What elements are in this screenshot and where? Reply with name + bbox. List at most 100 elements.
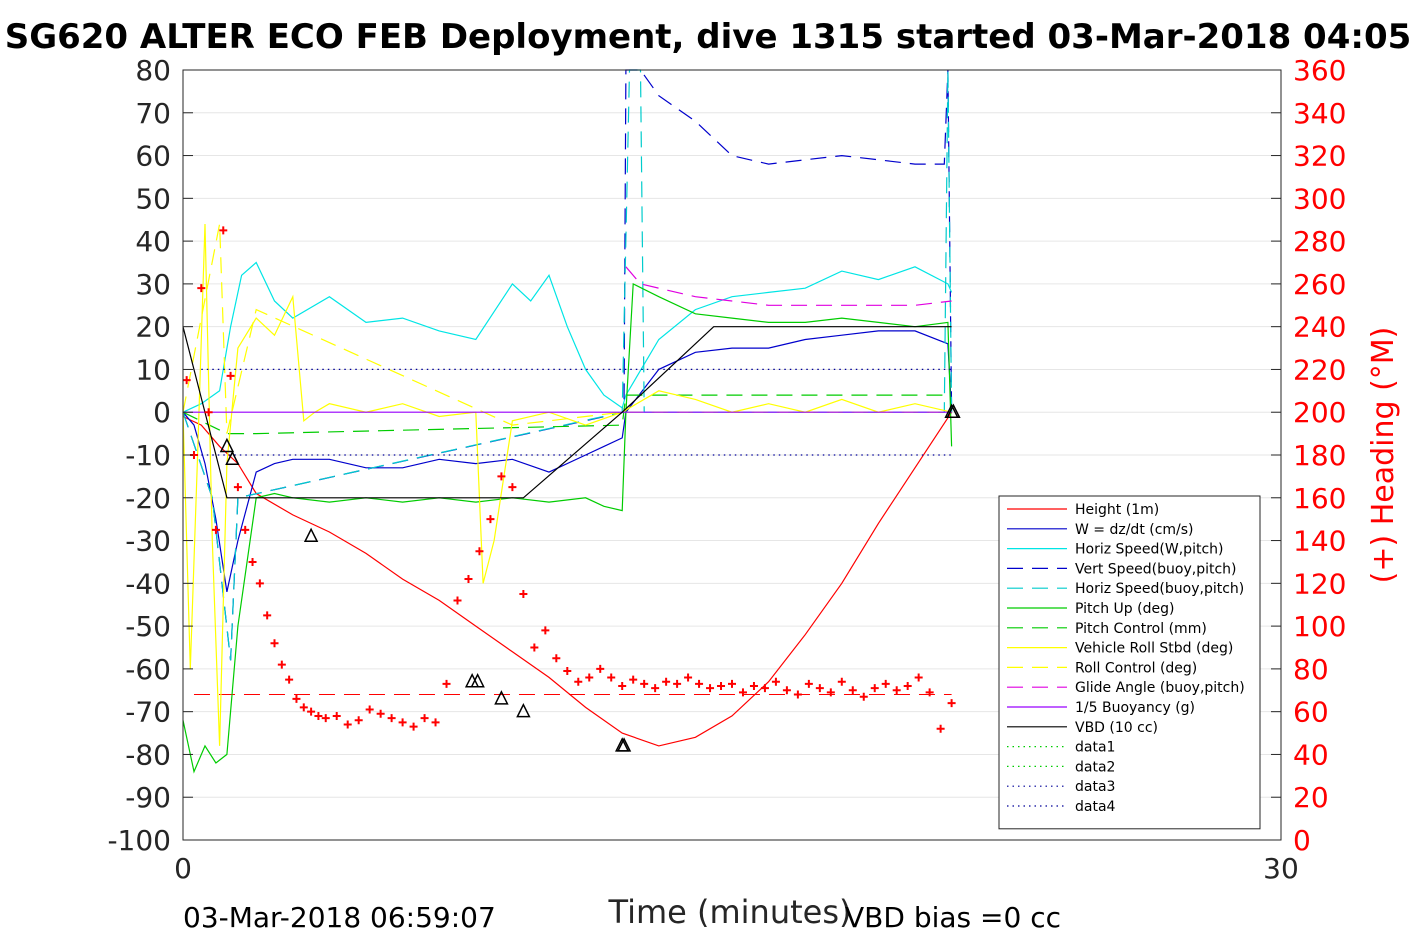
heading-point — [486, 515, 495, 524]
y-tick-label-right: 20 — [1293, 781, 1329, 814]
y-tick-label-right: 320 — [1293, 140, 1346, 173]
heading-point — [233, 483, 242, 492]
heading-point — [299, 703, 308, 712]
heading-point — [332, 711, 341, 720]
y-tick-label-right: 120 — [1293, 567, 1346, 600]
series-line-glide-angle-buoy-pitch — [625, 266, 952, 306]
legend-label: VBD (10 cc) — [1075, 720, 1158, 736]
triangle-marker — [219, 437, 235, 453]
legend-label: Pitch Control (mm) — [1075, 621, 1207, 637]
heading-point — [760, 684, 769, 693]
y-tick-label-left: 0 — [153, 396, 171, 429]
series-line-w-dz-dt-cm-s — [182, 330, 953, 593]
heading-point — [936, 724, 945, 733]
y-tick-label-left: -100 — [107, 824, 171, 857]
y-tick-label-right: 300 — [1293, 182, 1346, 215]
triangle-marker — [470, 673, 485, 688]
heading-point — [651, 684, 660, 693]
series-line-roll-control-deg — [182, 223, 952, 434]
heading-point — [464, 575, 473, 584]
heading-point — [771, 677, 780, 686]
legend: Height (1m) W = dz/dt (cm/s) Horiz Speed(W… — [998, 495, 1261, 830]
heading-point — [848, 686, 857, 695]
heading-point — [219, 226, 228, 235]
series-line-height-1m — [182, 411, 953, 747]
heading-point — [431, 718, 440, 727]
heading-point — [815, 684, 824, 693]
heading-point — [376, 709, 385, 718]
series-group — [182, 69, 953, 774]
y-tick-label-left: -30 — [125, 525, 171, 558]
heading-point — [204, 408, 213, 417]
y-tick-label-right: 100 — [1293, 610, 1346, 643]
triangle-marker — [946, 403, 961, 418]
y-tick-label-right: 340 — [1293, 97, 1346, 130]
heading-point — [285, 675, 294, 684]
heading-point — [508, 483, 517, 492]
legend-label: Horiz Speed(W,pitch) — [1075, 542, 1223, 558]
legend-label: data4 — [1075, 799, 1116, 815]
heading-point — [728, 679, 736, 688]
heading-point — [248, 557, 257, 566]
heading-point — [292, 694, 301, 703]
heading-point — [673, 679, 682, 688]
heading-point — [241, 525, 250, 534]
series-line-horiz-speed-w-pitch — [182, 261, 953, 413]
heading-point — [782, 686, 791, 695]
heading-point — [793, 690, 802, 699]
y-tick-label-right: 0 — [1293, 824, 1311, 857]
heading-point — [903, 682, 912, 690]
legend-label: Vehicle Roll Stbd (deg) — [1075, 641, 1233, 657]
heading-point — [420, 714, 429, 723]
y-tick-label-right: 220 — [1293, 353, 1346, 386]
y-tick-label-right: 260 — [1293, 268, 1346, 301]
legend-label: data3 — [1075, 779, 1115, 795]
heading-point — [947, 699, 956, 708]
heading-point — [552, 654, 561, 663]
heading-point — [662, 677, 671, 686]
heading-point — [497, 472, 506, 481]
heading-point — [211, 525, 220, 534]
series-line-pitch-up-deg — [182, 282, 953, 774]
heading-point — [277, 660, 286, 669]
y-tick-label-right: 200 — [1293, 396, 1346, 429]
heading-point — [738, 688, 747, 697]
legend-box — [998, 495, 1261, 830]
legend-label: Horiz Speed(buoy,pitch) — [1075, 581, 1244, 597]
heading-point — [837, 677, 846, 686]
y-tick-label-left: 30 — [135, 268, 171, 301]
legend-label: Glide Angle (buoy,pitch) — [1075, 680, 1245, 696]
heading-point — [365, 705, 374, 714]
heading-point — [519, 590, 528, 599]
y-tick-label-right: 140 — [1293, 525, 1346, 558]
legend-label: 1/5 Buoyancy (g) — [1075, 700, 1195, 716]
triangle-marker — [303, 527, 319, 543]
heading-point — [574, 677, 583, 686]
series-line-vbd-10-cc — [182, 326, 952, 499]
y-tick-label-left: -10 — [125, 439, 171, 472]
y-tick-label-right: 80 — [1293, 653, 1329, 686]
y-tick-label-left: 20 — [135, 311, 171, 344]
heading-point — [314, 711, 323, 720]
y-tick-label-left: -60 — [125, 653, 171, 686]
series-line-vehicle-roll-stbd-deg — [182, 223, 952, 746]
legend-label: W = dz/dt (cm/s) — [1075, 522, 1194, 538]
triangle-marker — [494, 690, 509, 705]
y-tick-label-left: -90 — [125, 781, 171, 814]
heading-point — [717, 682, 726, 690]
y-tick-label-right: 40 — [1293, 738, 1329, 771]
y-tick-label-left: 50 — [135, 182, 171, 215]
heading-point — [182, 376, 191, 385]
legend-label: Height (1m) — [1075, 502, 1159, 518]
heading-point — [596, 664, 605, 673]
heading-point — [263, 611, 272, 620]
heading-point — [914, 673, 923, 682]
heading-point — [270, 639, 279, 648]
heading-point — [826, 688, 835, 697]
y-tick-label-right: 360 — [1293, 54, 1346, 87]
legend-label: Pitch Up (deg) — [1075, 601, 1174, 617]
heading-point — [442, 679, 451, 688]
x-axis-label: Time (minutes) — [608, 893, 852, 931]
legend-label: Roll Control (deg) — [1075, 660, 1197, 676]
